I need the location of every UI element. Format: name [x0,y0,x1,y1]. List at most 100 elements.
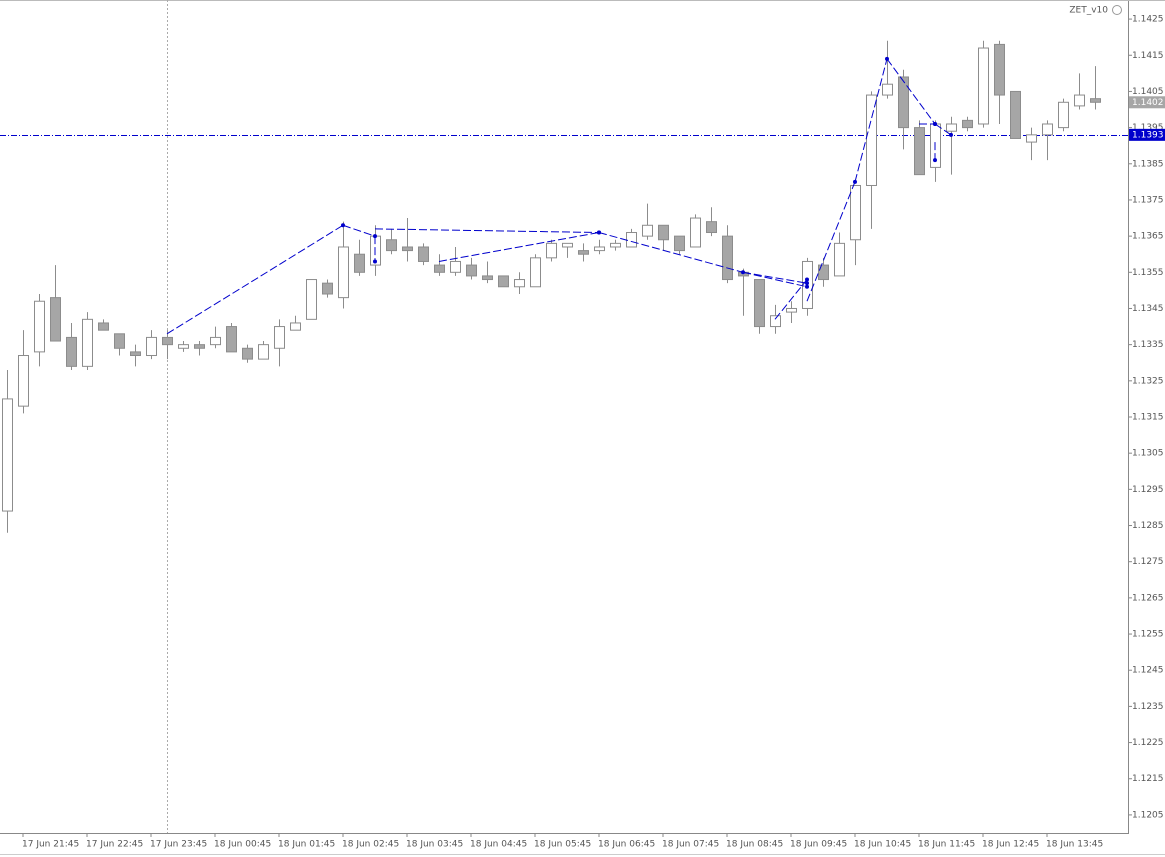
candle-body [274,326,285,349]
x-tick-label: 18 Jun 02:45 [342,840,399,850]
candle-body [194,344,205,349]
candle-body [530,257,541,288]
y-tick-label: 1.1325 [1132,376,1164,386]
candle-body [210,336,221,346]
y-tick-label: 1.1345 [1132,304,1164,314]
candle-body [1010,90,1021,139]
zigzag-arrow [949,132,953,137]
candle-body [642,224,653,237]
y-tick-label: 1.1225 [1132,738,1164,748]
y-tick-label: 1.1295 [1132,485,1164,495]
candle-body [882,83,893,96]
candle-body [850,184,861,241]
candle-body [562,242,573,248]
y-tick-label: 1.1375 [1132,195,1164,205]
candle-body [498,275,509,288]
candle-body [98,322,109,331]
zigzag-line [374,228,600,234]
y-tick-label: 1.1335 [1132,340,1164,350]
zigzag-arrow [805,277,809,282]
candle-body [34,300,45,353]
candle-body [146,336,157,357]
zigzag-line [854,58,888,182]
candle-body [338,246,349,299]
x-tick-label: 18 Jun 08:45 [726,840,783,850]
candle-body [434,264,445,273]
zigzag-line [166,224,344,335]
candle-body [786,307,797,313]
x-tick-label: 17 Jun 22:45 [86,840,143,850]
y-tick-label: 1.1235 [1132,702,1164,712]
candle-body [546,242,557,259]
candle-body [578,250,589,255]
candle-body [978,47,989,125]
candle-body [866,94,877,186]
y-tick-label: 1.1425 [1132,15,1164,25]
x-tick-label: 17 Jun 23:45 [150,840,207,850]
candle-body [962,119,973,129]
y-tick-label: 1.1385 [1132,159,1164,169]
candle-body [626,232,637,248]
candle-body [834,242,845,277]
candle-body [290,322,301,331]
candle-body [690,217,701,248]
candle-body [82,318,93,367]
y-tick-label: 1.1265 [1132,593,1164,603]
candle-body [354,253,365,273]
y-tick-label: 1.1415 [1132,51,1164,61]
y-tick-label: 1.1205 [1132,810,1164,820]
y-tick-label: 1.1315 [1132,413,1164,423]
x-tick-label: 18 Jun 13:45 [1046,840,1103,850]
candle-body [178,344,189,349]
candle-body [50,297,61,342]
y-tick-label: 1.1305 [1132,449,1164,459]
candle-body [114,333,125,349]
candle-body [898,76,909,129]
last-price-label-box [1129,96,1165,109]
x-tick-label: 18 Jun 04:45 [470,840,527,850]
candle-body [914,127,925,176]
candle-body [402,246,413,252]
candle-body [1042,123,1053,136]
y-tick-label: 1.1215 [1132,774,1164,784]
zigzag-arrow [373,259,377,264]
x-tick-label: 18 Jun 10:45 [854,840,911,850]
candle-body [658,224,669,241]
candle-body [162,336,173,346]
level-label-box [1129,128,1165,141]
y-tick-label: 1.1395 [1132,123,1164,133]
x-tick-label: 18 Jun 11:45 [918,840,975,850]
y-tick-label: 1.1275 [1132,557,1164,567]
zigzag-line [934,123,952,136]
x-tick-label: 18 Jun 05:45 [534,840,591,850]
zigzag-line [886,58,936,125]
candle-body [1058,101,1069,129]
candle-body [386,239,397,252]
y-tick-label: 1.1405 [1132,87,1164,97]
candle-body [258,344,269,360]
x-tick-label: 18 Jun 09:45 [790,840,847,850]
candle-body [706,221,717,234]
candle-body [1090,98,1101,103]
x-tick-label: 18 Jun 12:45 [982,840,1039,850]
candle-body [1074,94,1085,107]
candle-body [306,279,317,320]
candle-body [482,275,493,281]
zigzag-arrow [933,158,937,163]
zigzag-arrow [805,284,809,289]
candle-body [514,279,525,288]
x-tick-label: 18 Jun 06:45 [598,840,655,850]
candle-body [754,279,765,328]
candle-body [418,246,429,262]
candle-body [994,43,1005,96]
zigzag-line [438,232,600,262]
y-tick-label: 1.1365 [1132,232,1164,242]
candle-body [226,326,237,353]
last-price-label: 1.1402 [1132,98,1164,108]
candle-body [322,282,333,295]
smiley-icon [1112,5,1122,15]
candle-body [946,123,957,132]
candle-body [610,242,621,248]
